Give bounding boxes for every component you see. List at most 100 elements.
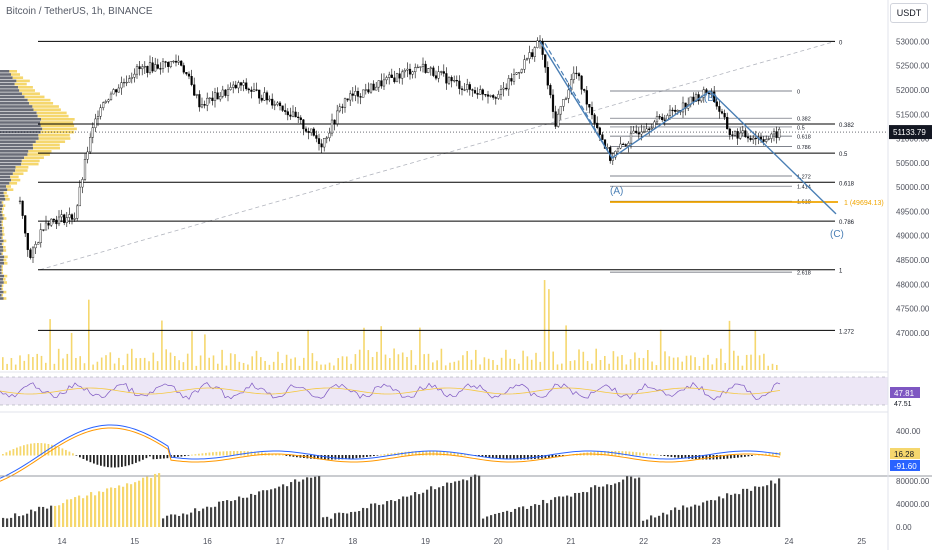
price-axis-label: 49500.00 — [896, 207, 930, 216]
macd-histogram-bar — [33, 443, 36, 456]
macd-histogram-bar — [509, 455, 512, 460]
macd-histogram-bar — [485, 455, 487, 458]
volume-histogram-bar — [26, 513, 29, 527]
volume-bar — [358, 349, 361, 370]
price-pane[interactable]: 0 0.382 0.5 0.618 0.786 1 1.272 0 0.382 0.5 0.618 0… — [0, 0, 888, 372]
volume-bar — [763, 353, 765, 370]
volume-histogram-bar — [546, 503, 549, 527]
macd-histogram-bar — [432, 451, 435, 456]
candle-body — [437, 71, 440, 79]
volume-pane[interactable]: 80000.00 40000.00 0.00 — [2, 473, 930, 532]
candle-body — [663, 119, 666, 121]
volume-histogram-bar — [538, 504, 541, 527]
candle-body — [765, 139, 768, 142]
volume-histogram-bar — [274, 488, 277, 527]
volume-bar — [199, 355, 202, 370]
volume-histogram-bar — [10, 517, 13, 527]
volume-histogram-bar — [678, 509, 681, 527]
volume-histogram-bar — [30, 509, 33, 527]
time-axis[interactable]: 14 15 16 17 18 19 20 21 22 23 24 25 — [58, 537, 867, 546]
candle-body — [258, 89, 261, 99]
volume-profile-bar — [40, 121, 74, 124]
candle-body — [473, 90, 477, 94]
volume-histogram-bar — [750, 490, 753, 527]
volume-profile-bar — [0, 223, 2, 227]
macd-histogram-bar — [450, 452, 452, 456]
volume-bar — [346, 356, 348, 370]
volume-profile-bar — [2, 226, 5, 230]
candle-body — [375, 86, 378, 91]
candle-body — [653, 121, 656, 129]
macd-histogram-bar — [292, 455, 295, 457]
volume-bar — [109, 352, 112, 370]
fib-label: 1 — [839, 269, 843, 275]
macd-pane[interactable]: 400.00 16.28 -91.60 — [0, 424, 921, 482]
volume-profile-bar — [3, 217, 7, 220]
candle-body — [76, 205, 79, 219]
rsi-pane[interactable]: 47.81 47.51 — [0, 376, 920, 408]
volume-profile-bar — [37, 114, 69, 118]
volume-histogram-bar — [714, 500, 717, 527]
candle-body — [271, 98, 274, 106]
volume-histogram-bar — [338, 512, 341, 527]
volume-profile-bar — [0, 287, 2, 291]
candle-body — [117, 87, 120, 93]
volume-histogram-bar — [302, 479, 305, 527]
volume-profile-bar — [4, 194, 9, 198]
macd-value-tag-2 — [890, 460, 920, 471]
time-axis-label: 18 — [348, 537, 357, 546]
macd-histogram-bar — [446, 452, 449, 456]
candle-body — [637, 132, 640, 135]
volume-histogram-bar — [150, 478, 153, 527]
macd-histogram-bar — [481, 455, 484, 457]
macd-histogram-bar — [163, 455, 165, 459]
volume-histogram-bar — [230, 501, 233, 527]
candle-body — [770, 133, 773, 139]
volume-histogram-bar — [246, 497, 249, 527]
volume-profile-bar — [0, 121, 41, 124]
volume-histogram-bar — [14, 513, 17, 527]
volume-bar — [298, 365, 301, 370]
candle-body — [752, 137, 755, 141]
volume-bar — [470, 359, 473, 370]
candle-body — [37, 242, 40, 245]
candle-body — [193, 84, 196, 96]
volume-histogram-bar — [250, 493, 253, 527]
candle-body — [268, 98, 271, 101]
candle-body — [336, 110, 339, 124]
volume-profile-bar — [0, 118, 42, 121]
macd-histogram-bar — [429, 451, 431, 456]
volume-profile-bar — [0, 127, 43, 131]
volume-histogram-bar — [406, 496, 409, 527]
candle-body — [96, 116, 100, 120]
volume-bar — [242, 362, 245, 370]
price-axis[interactable]: 53000.0052500.0052000.0051500.0051000.00… — [889, 37, 932, 338]
volume-histogram-bar — [6, 518, 9, 527]
volume-bar — [57, 348, 60, 370]
volume-profile-bar — [0, 274, 4, 278]
volume-bar — [131, 348, 133, 370]
candle-body — [122, 81, 126, 84]
candle-body — [372, 83, 375, 91]
volume-profile-bar — [32, 105, 59, 108]
candle-body — [148, 62, 152, 73]
macd-histogram-bar — [495, 455, 498, 459]
candle-body — [499, 89, 503, 95]
volume-bar — [530, 359, 533, 370]
volume-histogram-bar — [458, 480, 461, 527]
fib-label: 0.618 — [797, 135, 811, 141]
currency-button[interactable]: USDT — [890, 3, 928, 23]
volume-profile-bar — [1, 242, 4, 246]
candle-body — [622, 143, 625, 146]
volume-histogram-bar — [290, 482, 293, 527]
macd-histogram-bar — [177, 455, 179, 457]
abc-wave-dash — [544, 43, 613, 159]
candle-body — [34, 243, 37, 249]
volume-bar — [513, 358, 516, 370]
volume-histogram-bar — [330, 518, 333, 527]
candle-body — [661, 116, 664, 120]
candle-body — [206, 97, 209, 106]
volume-bar — [225, 365, 228, 370]
volume-histogram-bar — [34, 511, 37, 527]
